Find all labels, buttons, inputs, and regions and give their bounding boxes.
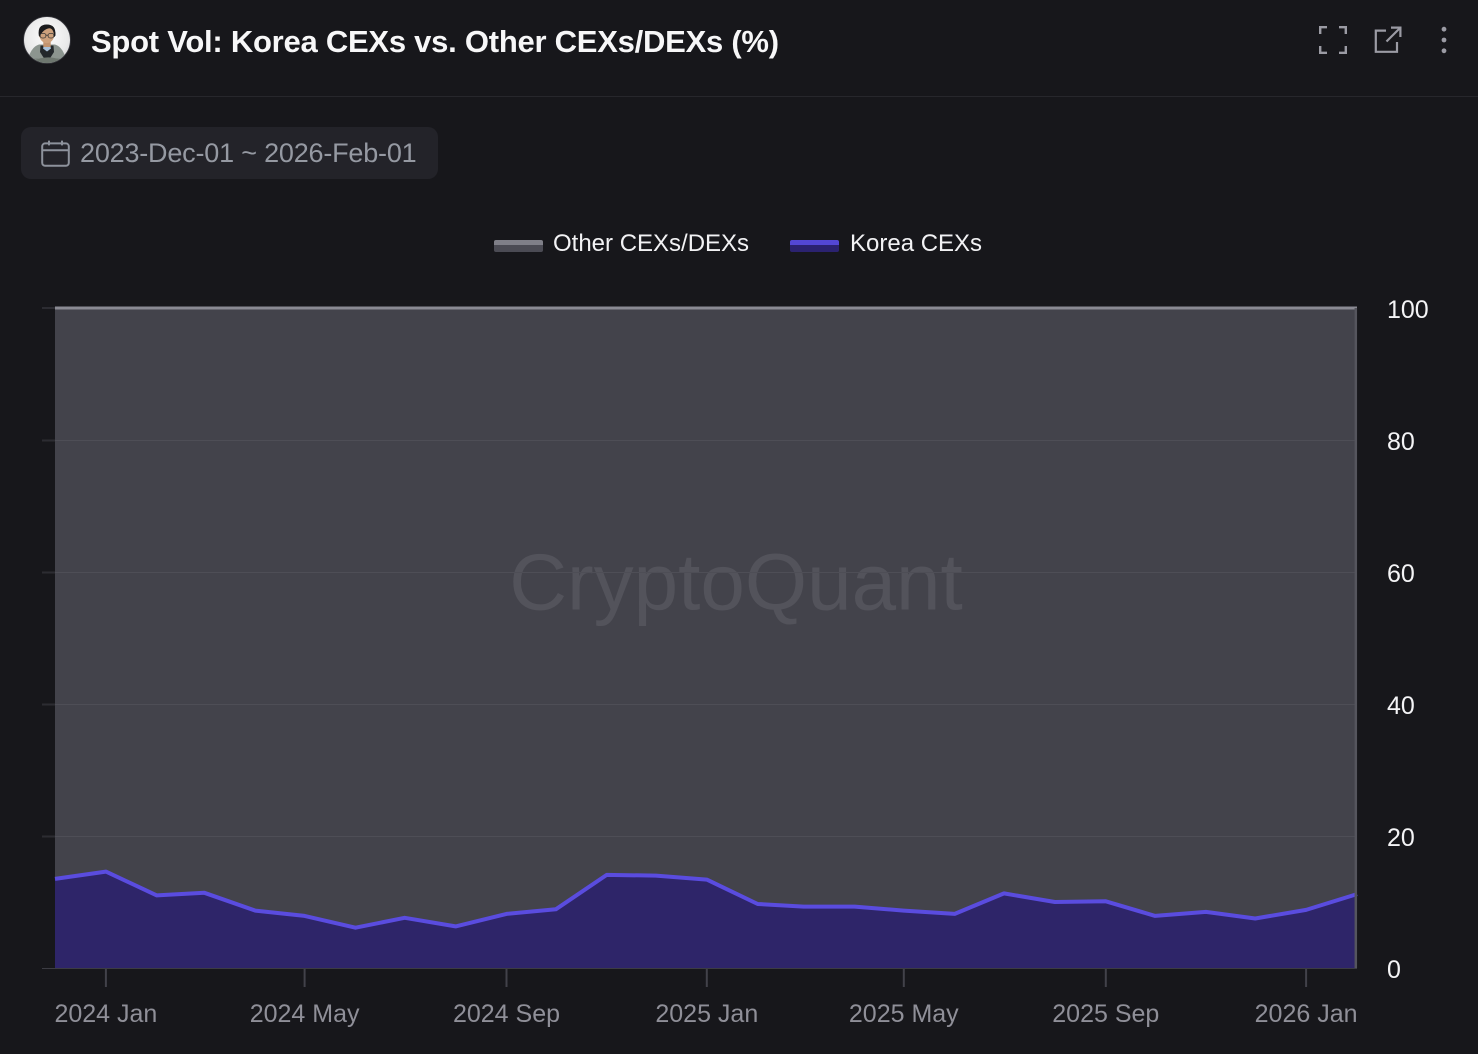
svg-text:60: 60 [1387, 560, 1415, 588]
svg-text:CryptoQuant: CryptoQuant [509, 538, 963, 627]
svg-text:0: 0 [1387, 956, 1401, 984]
svg-text:80: 80 [1387, 428, 1415, 456]
svg-text:2026 Jan: 2026 Jan [1255, 1000, 1358, 1028]
svg-text:40: 40 [1387, 692, 1415, 720]
svg-text:100: 100 [1387, 296, 1429, 324]
svg-text:2024 Jan: 2024 Jan [54, 1000, 157, 1028]
svg-text:2025 Jan: 2025 Jan [655, 1000, 758, 1028]
svg-text:2025 Sep: 2025 Sep [1052, 1000, 1159, 1028]
svg-text:2025 May: 2025 May [849, 1000, 959, 1028]
svg-text:20: 20 [1387, 824, 1415, 852]
svg-text:2024 May: 2024 May [250, 1000, 360, 1028]
svg-text:2024 Sep: 2024 Sep [453, 1000, 560, 1028]
